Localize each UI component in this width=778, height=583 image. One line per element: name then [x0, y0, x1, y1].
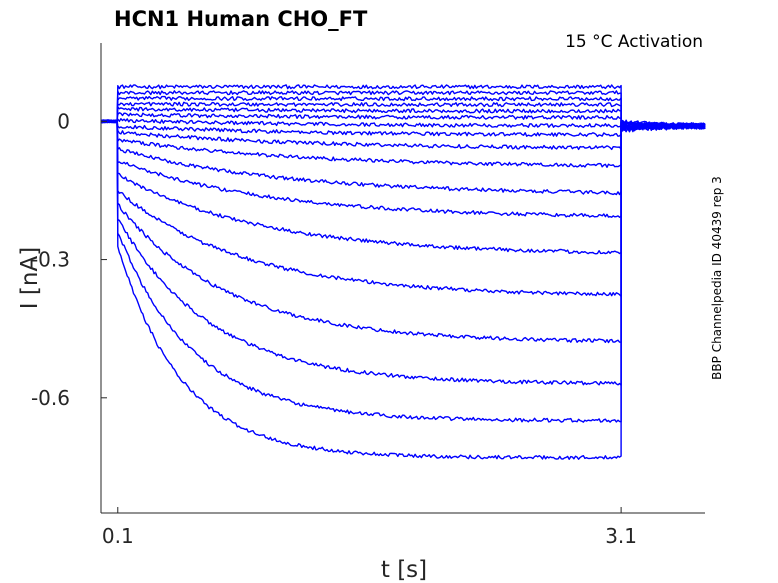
current-trace [100, 119, 706, 196]
current-traces [100, 84, 706, 460]
x-axis-label: t [s] [381, 557, 427, 583]
current-trace [100, 90, 706, 133]
y-axis-label: I [nA] [17, 247, 43, 309]
current-trace [101, 119, 706, 386]
x-tick-label: 0.1 [102, 524, 134, 548]
current-trace [100, 119, 706, 297]
current-trace [100, 119, 706, 218]
current-trace [100, 112, 706, 132]
y-tick-label: 0 [57, 109, 70, 133]
chart-title: HCN1 Human CHO_FT [114, 7, 368, 31]
current-trace [100, 119, 706, 423]
current-trace [100, 119, 706, 344]
current-trace [101, 84, 706, 133]
y-ticks: 0 -0.3 -0.6 [31, 109, 107, 410]
x-tick-label: 3.1 [605, 524, 637, 548]
current-trace [100, 95, 706, 133]
current-trace [100, 119, 706, 168]
y-tick-label: -0.3 [31, 248, 70, 272]
current-trace [100, 119, 706, 460]
x-ticks: 0.1 3.1 [102, 507, 637, 548]
current-trace [100, 119, 706, 151]
channelpedia-id-note: BBP Channelpedia ID 40439 rep 3 [710, 176, 724, 380]
current-trace [100, 118, 706, 131]
temperature-annotation: 15 °C Activation [565, 32, 703, 52]
current-trace [100, 119, 706, 255]
current-trace [101, 119, 706, 138]
current-trace [100, 106, 706, 131]
y-tick-label: -0.6 [31, 386, 70, 410]
current-trace [100, 101, 706, 132]
